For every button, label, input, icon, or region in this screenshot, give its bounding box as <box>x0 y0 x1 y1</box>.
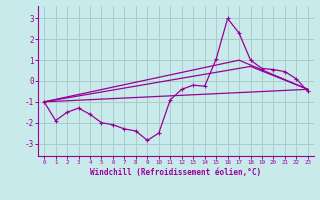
X-axis label: Windchill (Refroidissement éolien,°C): Windchill (Refroidissement éolien,°C) <box>91 168 261 177</box>
